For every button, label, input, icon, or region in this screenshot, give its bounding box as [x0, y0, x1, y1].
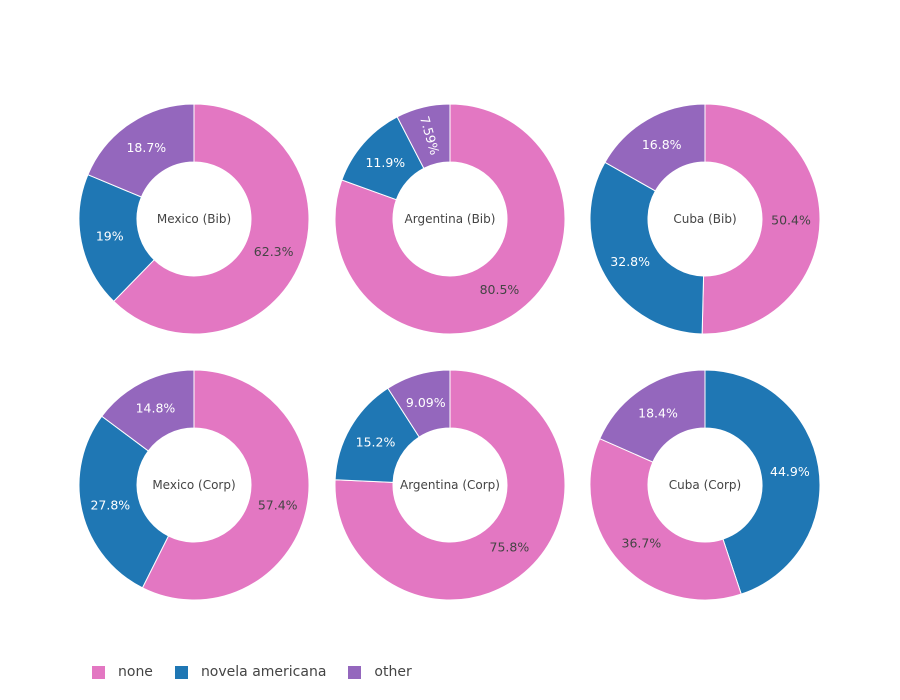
legend-label: other — [374, 664, 412, 680]
slice-label: 16.8% — [642, 137, 682, 152]
slice-none[interactable] — [334, 369, 566, 601]
donut-3: 57.4% 27.8% 14.8% Mexico (Corp) — [78, 369, 310, 601]
legend-label: novela americana — [200, 664, 327, 680]
slice-other[interactable] — [604, 103, 706, 192]
legend-item-none[interactable]: none — [92, 664, 153, 680]
donut-5: 44.9% 36.7% 18.4% Cuba (Corp) — [589, 369, 821, 601]
slice-label: 75.8% — [490, 540, 530, 555]
donut-1: 80.5%11.9%7.59%Argentina (Bib) — [334, 103, 566, 335]
slice-novela[interactable] — [78, 174, 155, 303]
slice-none[interactable] — [113, 103, 310, 335]
donut-0: 62.3% 19% 18.7% Mexico (Bib) — [78, 103, 310, 335]
donut-center-label: Argentina (Corp) — [400, 478, 500, 492]
slice-other[interactable] — [387, 369, 451, 438]
donut-4: 75.8% 15.2% 9.09% Argentina (Corp) — [334, 369, 566, 601]
slice-none[interactable] — [141, 369, 310, 601]
slice-label: 18.7% — [126, 140, 166, 155]
slice-label: 14.8% — [136, 401, 176, 416]
slice-label: 36.7% — [622, 535, 662, 550]
donut-center-label: Mexico (Bib) — [157, 212, 231, 226]
slice-label: 19% — [96, 229, 124, 244]
slice-none[interactable] — [334, 103, 566, 335]
legend-swatch — [174, 665, 188, 679]
legend-item-other[interactable]: other — [348, 664, 412, 680]
donut-center-label: Cuba (Corp) — [669, 478, 741, 492]
slice-label: 62.3% — [254, 244, 294, 259]
legend-swatch — [92, 665, 105, 679]
slice-other[interactable] — [396, 103, 451, 170]
slice-label: 9.09% — [406, 395, 446, 410]
slice-other[interactable] — [599, 369, 706, 463]
legend-item-novela[interactable]: novela americana — [174, 664, 327, 680]
slice-label: 32.8% — [610, 254, 650, 269]
slice-none[interactable] — [701, 103, 821, 335]
slice-label: 18.4% — [638, 405, 678, 420]
donut-center-label: Cuba (Bib) — [673, 212, 736, 226]
donut-2: 50.4% 32.8% 16.8% Cuba (Bib) — [589, 103, 821, 335]
slice-label: 57.4% — [258, 497, 298, 512]
slice-novela[interactable] — [704, 369, 821, 595]
slice-label: 80.5% — [480, 282, 520, 297]
donut-center-label: Argentina (Bib) — [405, 212, 496, 226]
legend-label: none — [118, 664, 153, 680]
slice-novela[interactable] — [78, 415, 170, 589]
legend: none novela americana other — [92, 661, 434, 683]
slice-novela[interactable] — [589, 161, 705, 335]
slice-label: 11.9% — [365, 155, 405, 170]
legend-swatch — [348, 665, 362, 679]
donut-center-label: Mexico (Corp) — [152, 478, 235, 492]
slice-none[interactable] — [589, 438, 742, 601]
slice-other[interactable] — [87, 103, 195, 198]
slice-label: 44.9% — [770, 464, 810, 479]
slice-other[interactable] — [101, 369, 195, 452]
slice-label: 15.2% — [356, 435, 396, 450]
slice-label: 27.8% — [90, 497, 130, 512]
slice-label: 50.4% — [771, 213, 811, 228]
